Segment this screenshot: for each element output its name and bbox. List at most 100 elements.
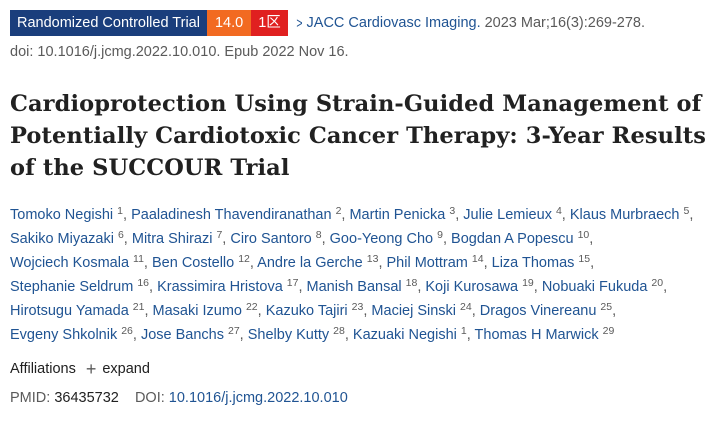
affiliation-ref[interactable]: 2 bbox=[335, 205, 342, 217]
author-link[interactable]: Dragos Vinereanu bbox=[479, 303, 597, 319]
author-item: Nobuaki Fukuda 20, bbox=[541, 277, 667, 295]
author-item: Dragos Vinereanu 25, bbox=[479, 301, 617, 319]
affiliation-ref[interactable]: 18 bbox=[405, 277, 418, 289]
author-item: Phil Mottram 14, bbox=[386, 253, 488, 271]
pmid-value: 36435732 bbox=[54, 390, 119, 406]
affiliation-ref[interactable]: 12 bbox=[238, 253, 250, 265]
author-separator: , bbox=[612, 303, 617, 319]
author-link[interactable]: Thomas H Marwick bbox=[474, 327, 599, 343]
affiliation-ref[interactable]: 29 bbox=[602, 325, 615, 337]
affiliation-ref[interactable]: 1 bbox=[460, 325, 467, 337]
affiliation-ref[interactable]: 9 bbox=[437, 229, 443, 241]
affiliations-expand-button[interactable]: + expand bbox=[86, 360, 150, 378]
author-link[interactable]: Hirotsugu Yamada bbox=[10, 303, 129, 319]
author-link[interactable]: Kazuko Tajiri bbox=[265, 303, 348, 319]
author-item: Tomoko Negishi 1, bbox=[10, 205, 128, 223]
affiliation-ref[interactable]: 15 bbox=[578, 253, 591, 265]
author-item: Thomas H Marwick 29 bbox=[474, 325, 615, 343]
affiliation-ref[interactable]: 22 bbox=[245, 301, 258, 313]
author-separator: , bbox=[363, 303, 368, 319]
author-link[interactable]: Phil Mottram bbox=[386, 255, 468, 271]
affiliation-ref[interactable]: 4 bbox=[555, 205, 562, 217]
author-separator: , bbox=[123, 231, 128, 247]
author-separator: , bbox=[590, 255, 595, 271]
affiliation-ref[interactable]: 27 bbox=[227, 325, 240, 337]
affiliation-ref[interactable]: 20 bbox=[651, 277, 664, 289]
affiliation-ref[interactable]: 19 bbox=[522, 277, 534, 289]
author-separator: , bbox=[249, 255, 254, 271]
author-item: Julie Lemieux 4, bbox=[463, 205, 566, 223]
affiliation-ref[interactable]: 25 bbox=[600, 301, 613, 313]
chevron-right-icon[interactable]: > bbox=[296, 14, 303, 32]
doi-link[interactable]: 10.1016/j.jcmg.2022.10.010 bbox=[168, 390, 348, 406]
author-link[interactable]: Bogdan A Popescu bbox=[451, 231, 574, 247]
author-item: Liza Thomas 15, bbox=[491, 253, 595, 271]
author-separator: , bbox=[149, 279, 154, 295]
author-item: Martin Penicka 3, bbox=[349, 205, 459, 223]
citation-bar: Randomized Controlled Trial 14.0 1区 > JA… bbox=[10, 10, 714, 36]
author-separator: , bbox=[471, 303, 476, 319]
author-link[interactable]: Ciro Santoro bbox=[230, 231, 312, 247]
author-link[interactable]: Liza Thomas bbox=[491, 255, 575, 271]
author-separator: , bbox=[321, 231, 326, 247]
affiliations-label: Affiliations bbox=[10, 361, 76, 377]
affiliation-ref[interactable]: 26 bbox=[121, 325, 133, 337]
affiliation-ref[interactable]: 10 bbox=[577, 229, 590, 241]
author-link[interactable]: Koji Kurosawa bbox=[425, 279, 519, 295]
author-link[interactable]: Martin Penicka bbox=[349, 207, 446, 223]
author-link[interactable]: Klaus Murbraech bbox=[569, 207, 680, 223]
affiliation-ref[interactable]: 28 bbox=[333, 325, 345, 337]
author-link[interactable]: Sakiko Miyazaki bbox=[10, 231, 114, 247]
affiliation-ref[interactable]: 14 bbox=[471, 253, 484, 265]
author-item: Paaladinesh Thavendiranathan 2, bbox=[131, 205, 345, 223]
affiliation-ref[interactable]: 21 bbox=[132, 301, 145, 313]
affiliation-ref[interactable]: 3 bbox=[449, 205, 456, 217]
impact-factor-badge: 14.0 bbox=[206, 10, 252, 36]
author-item: Krassimira Hristova 17, bbox=[157, 277, 302, 295]
journal-link[interactable]: JACC Cardiovasc Imaging. bbox=[306, 15, 481, 31]
author-link[interactable]: Shelby Kutty bbox=[247, 327, 330, 343]
author-separator: , bbox=[689, 207, 694, 223]
author-item: Evgeny Shkolnik 26, bbox=[10, 325, 137, 343]
author-link[interactable]: Nobuaki Fukuda bbox=[541, 279, 648, 295]
author-link[interactable]: Kazuaki Negishi bbox=[352, 327, 457, 343]
author-item: Masaki Izumo 22, bbox=[152, 301, 262, 319]
affiliation-ref[interactable]: 11 bbox=[133, 253, 144, 265]
affiliations-row: Affiliations + expand bbox=[10, 360, 714, 378]
affiliation-ref[interactable]: 16 bbox=[137, 277, 150, 289]
affiliation-ref[interactable]: 24 bbox=[460, 301, 472, 313]
author-link[interactable]: Evgeny Shkolnik bbox=[10, 327, 118, 343]
author-item: Shelby Kutty 28, bbox=[247, 325, 349, 343]
author-link[interactable]: Krassimira Hristova bbox=[157, 279, 283, 295]
affiliation-ref[interactable]: 8 bbox=[315, 229, 322, 241]
affiliation-ref[interactable]: 13 bbox=[366, 253, 379, 265]
affiliation-ref[interactable]: 7 bbox=[216, 229, 223, 241]
author-separator: , bbox=[344, 327, 349, 343]
author-link[interactable]: Goo-Yeong Cho bbox=[329, 231, 434, 247]
author-link[interactable]: Maciej Sinski bbox=[371, 303, 457, 319]
author-link[interactable]: Manish Bansal bbox=[306, 279, 402, 295]
author-item: Andre la Gerche 13, bbox=[257, 253, 382, 271]
affiliation-ref[interactable]: 1 bbox=[117, 205, 124, 217]
author-link[interactable]: Tomoko Negishi bbox=[10, 207, 114, 223]
affiliation-ref[interactable]: 17 bbox=[286, 277, 299, 289]
author-link[interactable]: Andre la Gerche bbox=[257, 255, 363, 271]
identifiers-row: PMID: 36435732 DOI: 10.1016/j.jcmg.2022.… bbox=[10, 390, 714, 406]
author-link[interactable]: Wojciech Kosmala bbox=[10, 255, 130, 271]
article-type-badge: Randomized Controlled Trial bbox=[10, 10, 207, 36]
author-link[interactable]: Ben Costello bbox=[151, 255, 235, 271]
author-link[interactable]: Jose Banchs bbox=[140, 327, 224, 343]
author-link[interactable]: Mitra Shirazi bbox=[131, 231, 213, 247]
author-link[interactable]: Masaki Izumo bbox=[152, 303, 242, 319]
author-item: Bogdan A Popescu 10, bbox=[451, 229, 593, 247]
author-separator: , bbox=[239, 327, 244, 343]
affiliation-ref[interactable]: 23 bbox=[351, 301, 364, 313]
author-link[interactable]: Paaladinesh Thavendiranathan bbox=[131, 207, 332, 223]
author-separator: , bbox=[123, 207, 128, 223]
author-link[interactable]: Julie Lemieux bbox=[463, 207, 552, 223]
affiliation-ref[interactable]: 5 bbox=[683, 205, 690, 217]
author-separator: , bbox=[132, 327, 137, 343]
affiliation-ref[interactable]: 6 bbox=[117, 229, 124, 241]
author-link[interactable]: Stephanie Seldrum bbox=[10, 279, 134, 295]
author-item: Maciej Sinski 24, bbox=[371, 301, 476, 319]
